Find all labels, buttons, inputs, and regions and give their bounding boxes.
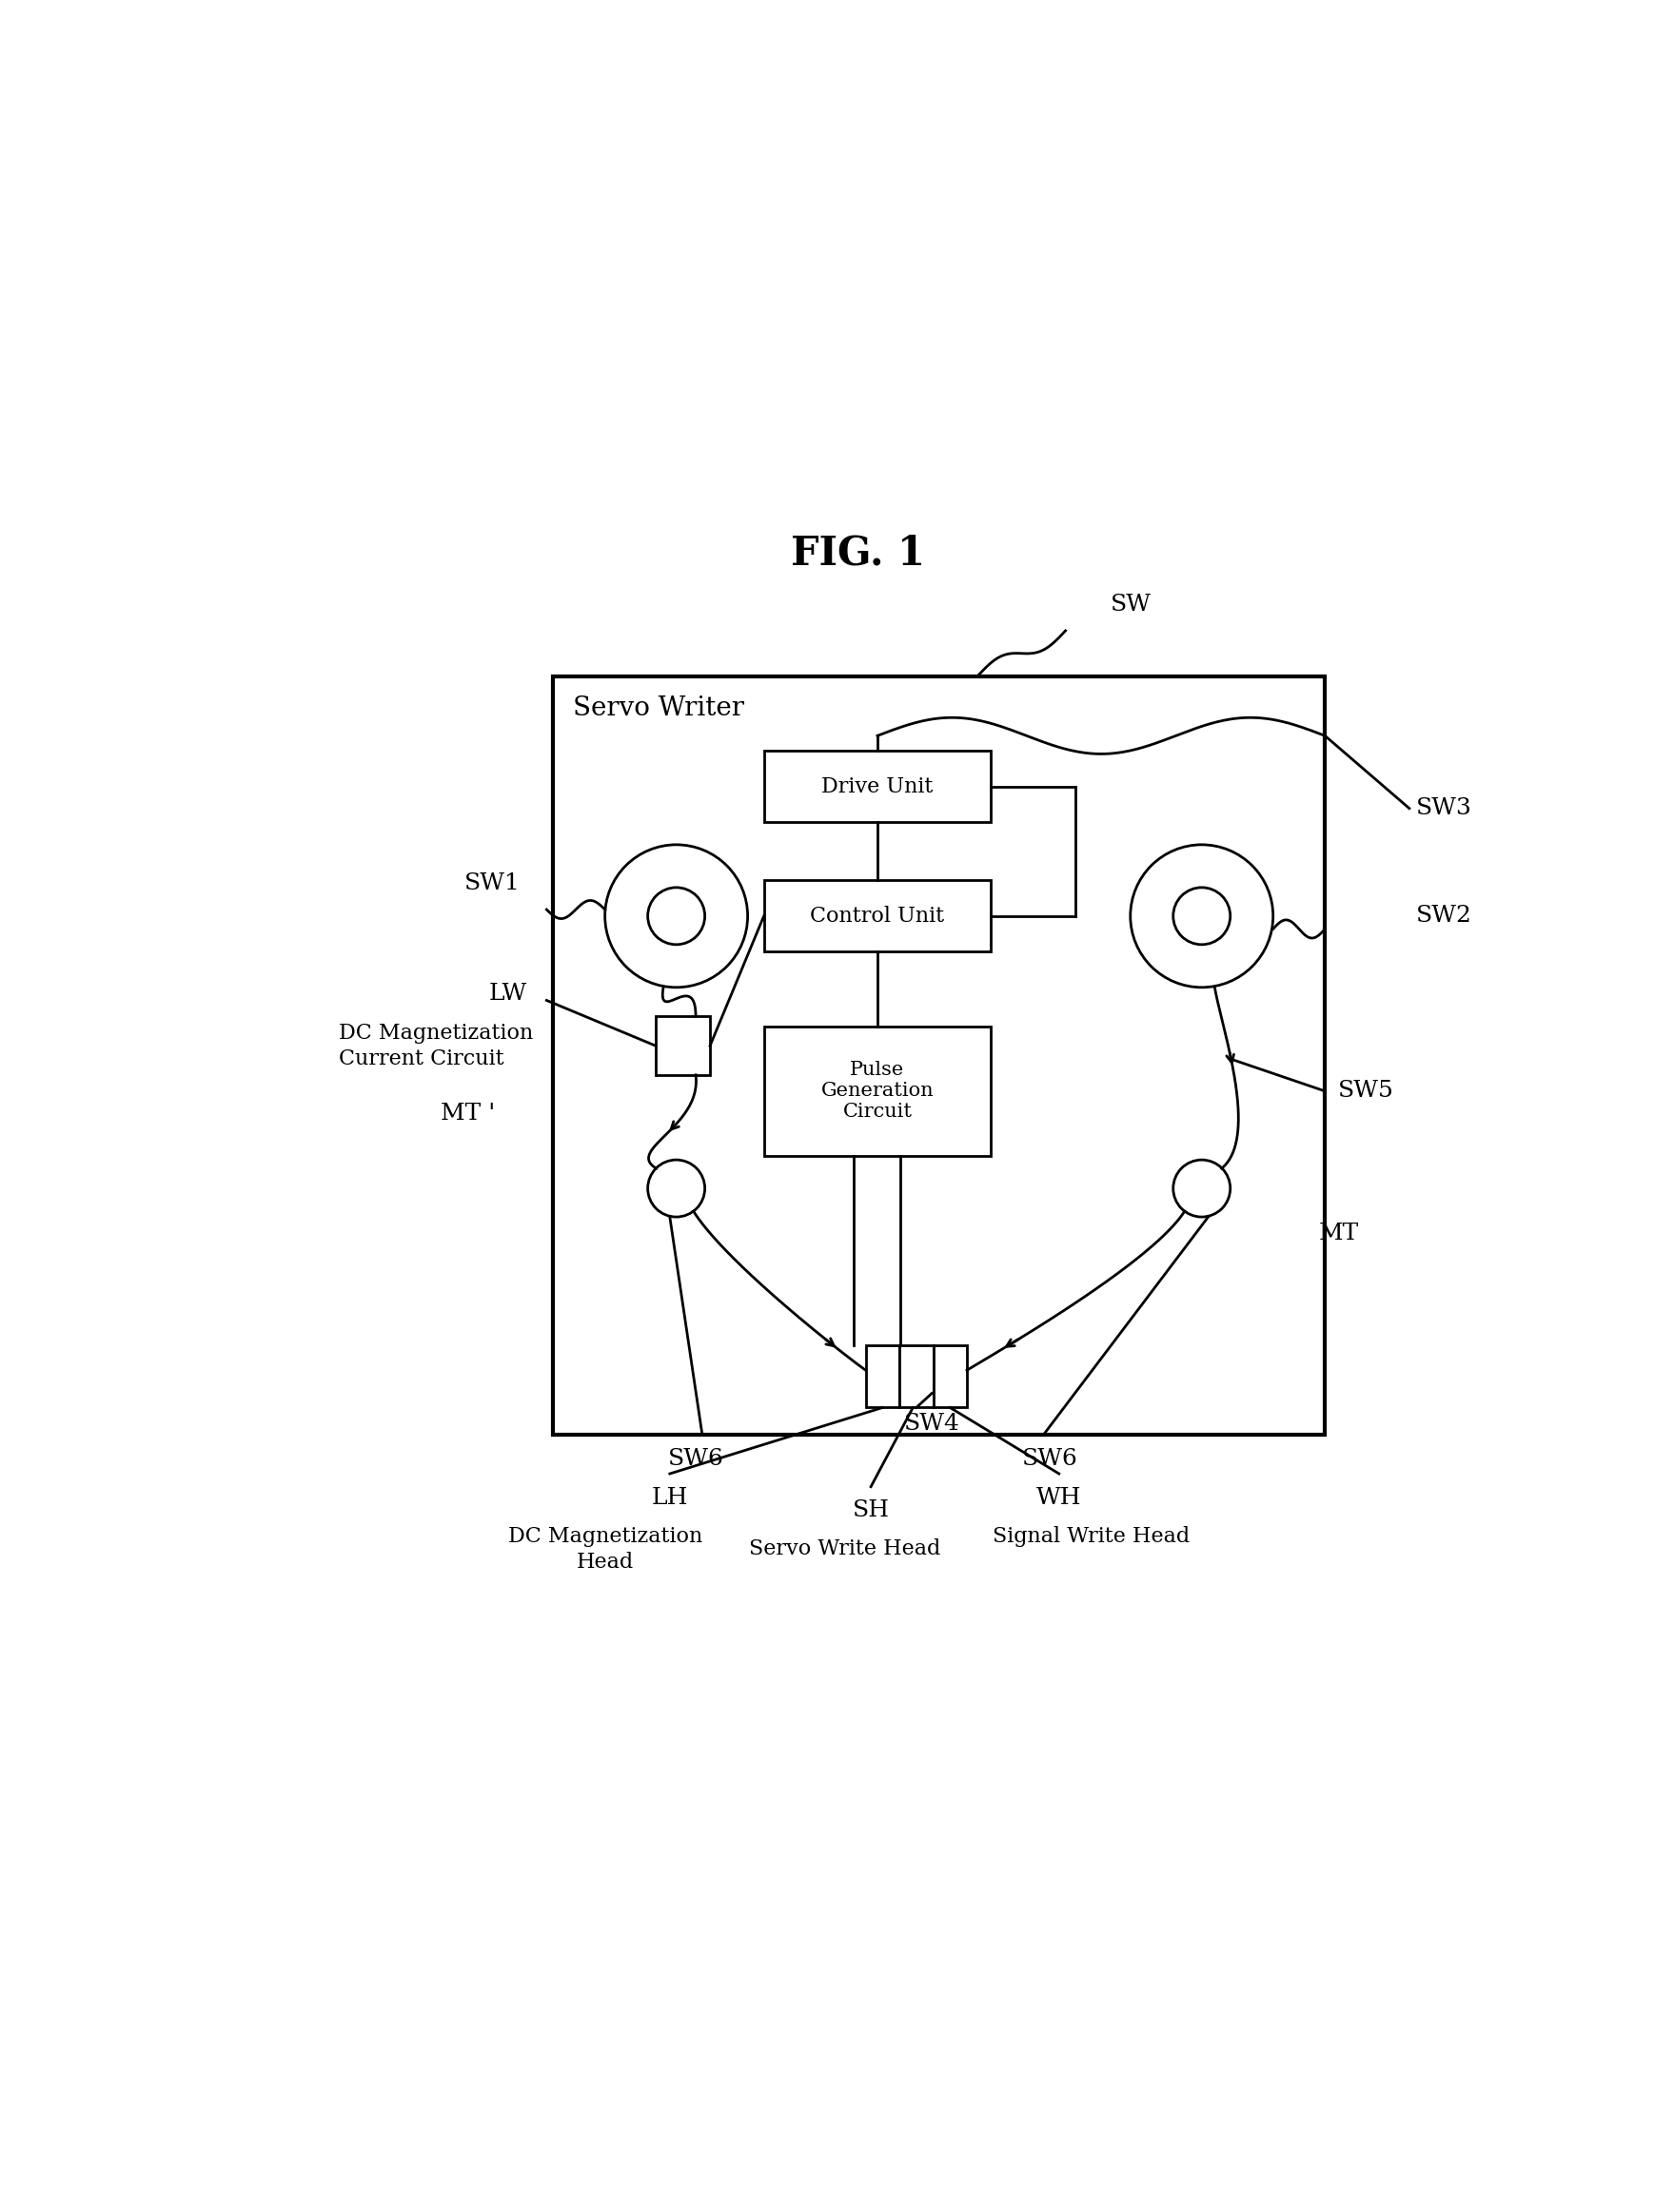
Circle shape — [1173, 887, 1230, 945]
Bar — [932, 1345, 968, 1407]
Text: Pulse
Generation
Circuit: Pulse Generation Circuit — [820, 1062, 934, 1121]
Circle shape — [1173, 1159, 1230, 1217]
Text: MT ': MT ' — [440, 1102, 496, 1124]
Circle shape — [648, 1159, 705, 1217]
Circle shape — [648, 887, 705, 945]
Circle shape — [604, 845, 748, 987]
Text: WH: WH — [1036, 1486, 1081, 1509]
Text: SW: SW — [1112, 593, 1152, 615]
Bar — [763, 1026, 991, 1157]
Text: SW6: SW6 — [668, 1449, 723, 1469]
Text: Control Unit: Control Unit — [810, 905, 944, 927]
Text: LH: LH — [651, 1486, 688, 1509]
Text: Servo Writer: Servo Writer — [573, 695, 743, 721]
Text: Head: Head — [576, 1551, 634, 1573]
Text: SW1: SW1 — [465, 874, 521, 894]
Text: SW5: SW5 — [1338, 1079, 1394, 1102]
Bar — [656, 1018, 710, 1075]
Bar — [552, 677, 1326, 1436]
Text: SW2: SW2 — [1416, 905, 1471, 927]
Circle shape — [1130, 845, 1274, 987]
Text: FIG. 1: FIG. 1 — [790, 533, 926, 573]
Text: LW: LW — [489, 982, 527, 1004]
Bar — [763, 750, 991, 823]
Text: Signal Write Head: Signal Write Head — [993, 1526, 1190, 1546]
Text: MT: MT — [1319, 1223, 1359, 1245]
Text: SH: SH — [852, 1500, 889, 1522]
Text: Drive Unit: Drive Unit — [822, 776, 932, 796]
Text: SW4: SW4 — [904, 1413, 959, 1436]
Bar — [763, 880, 991, 951]
Text: SW3: SW3 — [1416, 799, 1471, 818]
Text: DC Magnetization: DC Magnetization — [507, 1526, 701, 1546]
Bar — [865, 1345, 899, 1407]
Text: Servo Write Head: Servo Write Head — [750, 1540, 941, 1559]
Bar — [899, 1345, 932, 1407]
Text: Current Circuit: Current Circuit — [338, 1048, 504, 1068]
Text: DC Magnetization: DC Magnetization — [338, 1022, 534, 1044]
Text: SW6: SW6 — [1021, 1449, 1078, 1469]
